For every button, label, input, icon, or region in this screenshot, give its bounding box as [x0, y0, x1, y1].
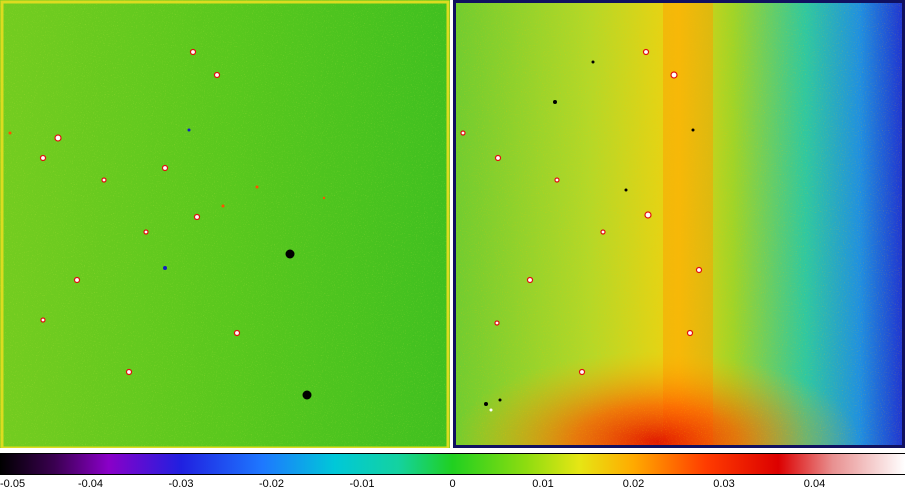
colorbar-tick-label: 0.03 [713, 478, 735, 490]
point-source [213, 71, 221, 79]
point-source [193, 213, 201, 221]
colorbar-tick-label: 0.01 [532, 478, 554, 490]
colorbar-tick-label: -0.03 [168, 478, 194, 490]
colorbar-tick-label: -0.04 [77, 478, 104, 490]
point-source [695, 266, 703, 274]
point-source [644, 211, 652, 219]
point-source [460, 130, 466, 136]
point-source [187, 128, 191, 132]
point-source [125, 368, 133, 376]
point-source [302, 390, 312, 400]
point-source [163, 266, 167, 270]
point-source [553, 100, 557, 104]
point-source [494, 154, 502, 162]
left-image-canvas [0, 0, 450, 452]
colorbar-tick-label: 0.04 [803, 478, 826, 490]
point-source [40, 317, 46, 323]
point-source [322, 196, 326, 200]
right-image-canvas [453, 0, 905, 452]
point-source [221, 204, 225, 208]
point-source [600, 229, 606, 235]
point-source [642, 48, 650, 56]
point-source [670, 71, 678, 79]
point-source [285, 249, 295, 259]
point-source [624, 188, 628, 192]
point-source [578, 368, 586, 376]
point-source [255, 185, 259, 189]
point-source [8, 131, 12, 135]
point-source [494, 320, 500, 326]
point-source [526, 276, 534, 284]
point-source [189, 48, 197, 56]
point-source [73, 276, 81, 284]
point-source [554, 177, 560, 183]
point-source [489, 408, 493, 412]
point-source [101, 177, 107, 183]
left-residual-image [0, 0, 450, 452]
point-source [484, 402, 488, 406]
colorbar-tick-label: 0 [449, 478, 456, 490]
colorbar-tick-label: -0.01 [349, 478, 375, 490]
colorbar-tick-labels: -0.05 -0.04 -0.03 -0.02 -0.01 0 0.01 0.02 0.03 0.… [0, 476, 905, 494]
right-residual-image [453, 0, 905, 452]
colorbar [0, 453, 905, 475]
point-source [233, 329, 241, 337]
point-source [54, 134, 62, 142]
point-source [143, 229, 149, 235]
point-source [686, 329, 694, 337]
point-source [591, 60, 595, 64]
colorbar-tick-label: -0.05 [0, 478, 26, 490]
colorbar-tick-label: -0.02 [258, 478, 285, 490]
point-source [39, 154, 47, 162]
point-source [161, 164, 169, 172]
colorbar-tick-label: 0.02 [622, 478, 645, 490]
point-source [691, 128, 695, 132]
point-source [498, 398, 502, 402]
